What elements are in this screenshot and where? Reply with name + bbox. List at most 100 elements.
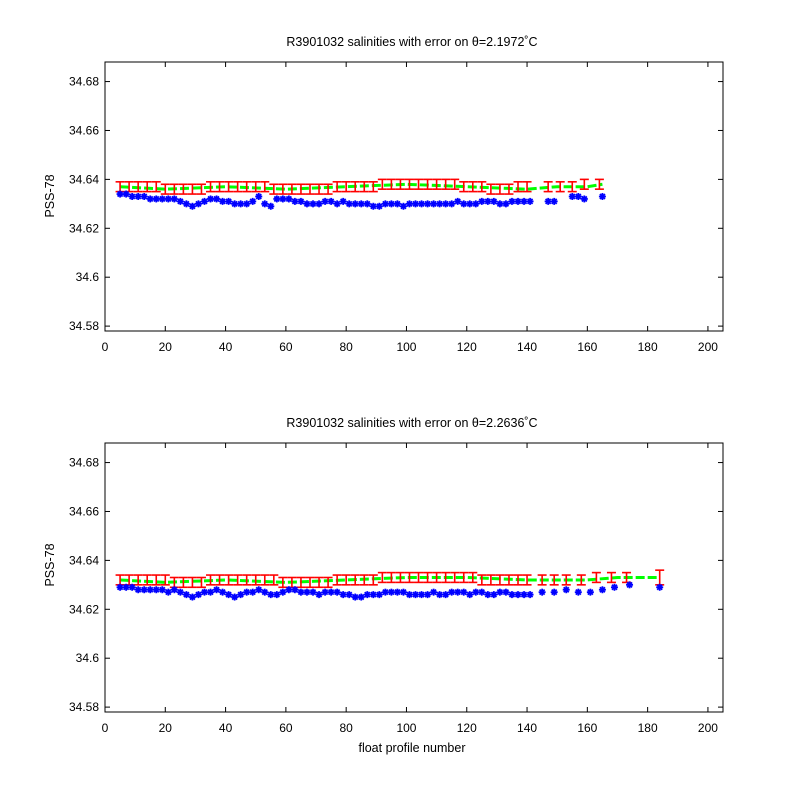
data-point-stroke bbox=[340, 591, 347, 598]
error-bar bbox=[305, 576, 315, 589]
data-point-stroke bbox=[183, 591, 190, 598]
data-point-stroke bbox=[358, 200, 365, 207]
plot-data bbox=[115, 569, 665, 601]
data-point-stroke bbox=[165, 589, 172, 596]
data-point-stroke bbox=[315, 200, 323, 207]
error-bar bbox=[187, 576, 197, 589]
data-point-stroke bbox=[291, 198, 299, 205]
data-point bbox=[134, 193, 142, 200]
error-bar bbox=[522, 181, 532, 193]
data-point bbox=[424, 200, 432, 208]
data-point-stroke bbox=[538, 589, 546, 596]
data-point-stroke bbox=[587, 589, 594, 596]
data-point-stroke bbox=[147, 195, 154, 203]
data-point-stroke bbox=[502, 589, 510, 596]
data-point-stroke bbox=[297, 198, 305, 205]
data-point-stroke bbox=[454, 198, 461, 205]
data-point-stroke bbox=[225, 198, 232, 205]
data-point-stroke bbox=[237, 591, 244, 598]
data-point-stroke bbox=[267, 203, 274, 210]
error-bar bbox=[242, 574, 252, 586]
error-bar bbox=[133, 181, 143, 193]
data-point bbox=[116, 190, 124, 198]
error-bar bbox=[260, 574, 270, 586]
data-point bbox=[544, 197, 552, 205]
error-bar bbox=[486, 574, 496, 586]
data-point bbox=[243, 200, 251, 208]
data-point-stroke bbox=[472, 200, 479, 207]
error-bar bbox=[242, 181, 252, 193]
data-point bbox=[170, 586, 178, 594]
data-point bbox=[430, 588, 438, 596]
data-point-stroke bbox=[442, 200, 449, 207]
data-point bbox=[418, 200, 426, 208]
data-point bbox=[381, 200, 389, 208]
data-point bbox=[158, 195, 166, 203]
data-point bbox=[466, 200, 474, 208]
data-point bbox=[399, 202, 407, 210]
data-point-stroke bbox=[213, 195, 220, 203]
x-tick-label: 20 bbox=[159, 721, 173, 735]
data-point-stroke bbox=[201, 198, 208, 205]
data-point bbox=[538, 588, 546, 596]
data-point bbox=[237, 591, 245, 599]
data-point bbox=[448, 200, 456, 208]
data-point bbox=[454, 197, 462, 205]
error-bar bbox=[314, 183, 324, 195]
error-bar bbox=[196, 183, 206, 195]
data-point bbox=[339, 591, 347, 599]
y-tick-label: 34.64 bbox=[69, 172, 99, 186]
chart-panel-bottom: R3901032 salinities with error on θ=2.26… bbox=[43, 416, 724, 755]
data-point-stroke bbox=[273, 591, 280, 598]
data-point-stroke bbox=[243, 589, 250, 596]
error-bar bbox=[323, 576, 333, 589]
data-point-stroke bbox=[279, 589, 286, 596]
data-point bbox=[436, 591, 444, 599]
error-bar bbox=[215, 181, 225, 193]
error-bar bbox=[555, 181, 565, 193]
data-point bbox=[200, 197, 208, 205]
data-point-stroke bbox=[656, 584, 663, 591]
data-point-stroke bbox=[189, 593, 196, 601]
data-point-stroke bbox=[581, 195, 588, 203]
data-point bbox=[140, 586, 148, 594]
data-point-stroke bbox=[388, 589, 395, 596]
data-point bbox=[273, 591, 281, 599]
data-point-stroke bbox=[448, 200, 455, 207]
data-point-stroke bbox=[285, 195, 293, 203]
data-point bbox=[484, 591, 492, 599]
data-point bbox=[656, 583, 664, 591]
data-point bbox=[273, 195, 281, 203]
error-bar bbox=[251, 574, 261, 586]
error-bar bbox=[576, 574, 586, 586]
error-bar bbox=[513, 574, 523, 586]
data-point-stroke bbox=[460, 589, 467, 596]
data-point bbox=[454, 588, 462, 596]
data-point bbox=[164, 588, 172, 596]
data-point-stroke bbox=[122, 190, 130, 198]
data-point-stroke bbox=[436, 591, 443, 598]
chart-title: R3901032 salinities with error on θ=2.19… bbox=[286, 35, 537, 49]
data-point-stroke bbox=[243, 200, 250, 207]
data-point bbox=[146, 586, 154, 594]
error-bar bbox=[504, 183, 514, 195]
data-point-stroke bbox=[303, 589, 311, 596]
x-tick-label: 140 bbox=[517, 721, 537, 735]
data-point bbox=[303, 588, 311, 596]
data-point bbox=[152, 195, 160, 203]
data-point-stroke bbox=[340, 198, 347, 205]
data-point-stroke bbox=[626, 581, 633, 588]
y-tick-label: 34.58 bbox=[69, 700, 99, 714]
data-point-stroke bbox=[207, 195, 214, 203]
data-point bbox=[315, 591, 323, 599]
chart-title: R3901032 salinities with error on θ=2.26… bbox=[286, 416, 537, 430]
y-tick-label: 34.68 bbox=[69, 75, 99, 89]
error-bar bbox=[561, 574, 571, 586]
data-point bbox=[381, 588, 389, 596]
data-point-stroke bbox=[195, 591, 202, 598]
data-point-stroke bbox=[207, 589, 214, 596]
error-bar bbox=[441, 178, 451, 190]
x-tick-label: 180 bbox=[638, 721, 658, 735]
data-point-stroke bbox=[153, 586, 160, 593]
error-bar bbox=[386, 178, 396, 190]
